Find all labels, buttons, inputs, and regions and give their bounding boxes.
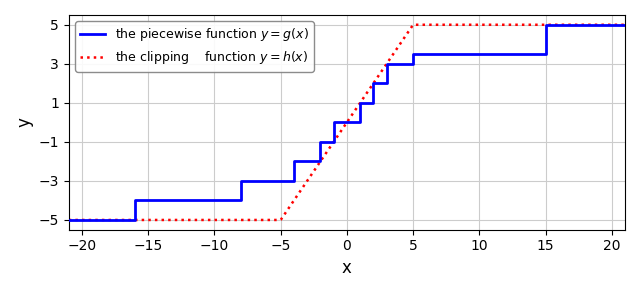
the piecewise function $y = g(x)$	[330, 121, 337, 124]
the clipping    function $y = h(x)$	[605, 23, 612, 27]
the piecewise function $y = g(x)$	[383, 81, 390, 85]
Line: the clipping    function $y = h(x)$: the clipping function $y = h(x)$	[68, 25, 625, 220]
the clipping    function $y = h(x)$	[410, 23, 417, 27]
Legend: the piecewise function $y = g(x)$, the clipping    function $y = h(x)$: the piecewise function $y = g(x)$, the c…	[75, 21, 314, 72]
the piecewise function $y = g(x)$	[330, 140, 337, 144]
the piecewise function $y = g(x)$	[290, 179, 298, 183]
the piecewise function $y = g(x)$	[541, 23, 549, 27]
the piecewise function $y = g(x)$	[131, 199, 139, 202]
the piecewise function $y = g(x)$	[237, 199, 244, 202]
the piecewise function $y = g(x)$	[290, 179, 298, 183]
the piecewise function $y = g(x)$	[290, 160, 298, 163]
the clipping    function $y = h(x)$	[93, 218, 101, 222]
the piecewise function $y = g(x)$	[356, 121, 364, 124]
the piecewise function $y = g(x)$	[330, 140, 337, 144]
the piecewise function $y = g(x)$	[317, 160, 324, 163]
the piecewise function $y = g(x)$	[317, 140, 324, 144]
the piecewise function $y = g(x)$	[131, 218, 139, 222]
the piecewise function $y = g(x)$	[409, 62, 417, 65]
the piecewise function $y = g(x)$	[409, 62, 417, 65]
the piecewise function $y = g(x)$	[369, 101, 377, 105]
the piecewise function $y = g(x)$	[131, 218, 139, 222]
the piecewise function $y = g(x)$	[356, 121, 364, 124]
X-axis label: x: x	[342, 259, 352, 277]
the piecewise function $y = g(x)$	[541, 52, 549, 56]
the piecewise function $y = g(x)$	[317, 160, 324, 163]
the clipping    function $y = h(x)$	[65, 218, 72, 222]
the piecewise function $y = g(x)$	[369, 101, 377, 105]
the clipping    function $y = h(x)$	[503, 23, 511, 27]
the piecewise function $y = g(x)$	[409, 52, 417, 56]
the piecewise function $y = g(x)$	[343, 121, 351, 124]
the piecewise function $y = g(x)$	[237, 179, 244, 183]
the piecewise function $y = g(x)$	[343, 121, 351, 124]
the piecewise function $y = g(x)$	[369, 81, 377, 85]
the piecewise function $y = g(x)$	[237, 199, 244, 202]
the piecewise function $y = g(x)$	[343, 121, 351, 124]
the piecewise function $y = g(x)$	[541, 52, 549, 56]
the piecewise function $y = g(x)$	[383, 81, 390, 85]
the clipping    function $y = h(x)$	[621, 23, 629, 27]
the clipping    function $y = h(x)$	[321, 154, 328, 157]
the clipping    function $y = h(x)$	[605, 23, 613, 27]
Y-axis label: y: y	[15, 117, 33, 127]
the piecewise function $y = g(x)$	[65, 218, 72, 222]
the piecewise function $y = g(x)$	[383, 62, 390, 65]
the piecewise function $y = g(x)$	[621, 23, 629, 27]
the clipping    function $y = h(x)$	[335, 132, 343, 135]
Line: the piecewise function $y = g(x)$: the piecewise function $y = g(x)$	[68, 25, 625, 220]
the piecewise function $y = g(x)$	[356, 101, 364, 105]
